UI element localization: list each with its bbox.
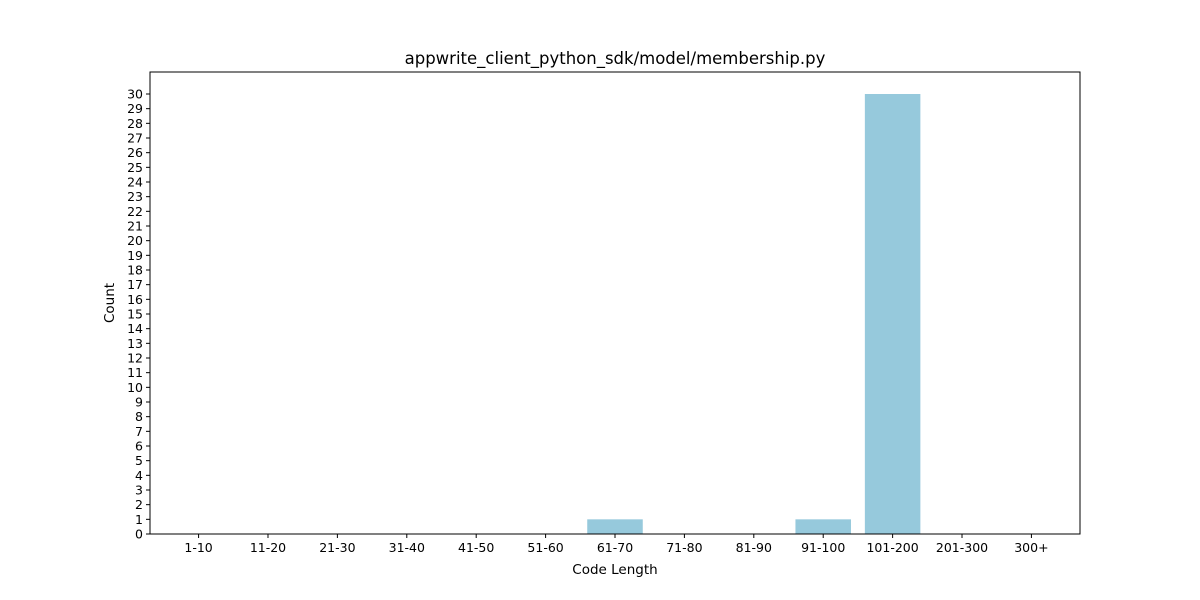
- x-tick-label: 61-70: [597, 540, 633, 555]
- y-axis-ticks: 0123456789101112131415161718192021222324…: [127, 87, 150, 542]
- x-tick-label: 1-10: [184, 540, 212, 555]
- y-tick-label: 14: [127, 321, 143, 336]
- y-tick-label: 16: [127, 292, 143, 307]
- x-tick-label: 101-200: [866, 540, 918, 555]
- bar-91-100: [795, 519, 851, 534]
- y-tick-label: 20: [127, 233, 143, 248]
- chart-title: appwrite_client_python_sdk/model/members…: [405, 49, 826, 69]
- y-tick-label: 30: [127, 87, 143, 102]
- y-tick-label: 3: [135, 483, 143, 498]
- y-axis-title: Count: [102, 283, 118, 323]
- y-tick-label: 4: [135, 468, 143, 483]
- y-tick-label: 24: [127, 175, 143, 190]
- y-tick-label: 15: [127, 307, 143, 322]
- x-tick-label: 201-300: [936, 540, 988, 555]
- y-tick-label: 6: [135, 439, 143, 454]
- y-tick-label: 21: [127, 219, 143, 234]
- x-tick-label: 11-20: [250, 540, 286, 555]
- y-tick-label: 11: [127, 365, 143, 380]
- x-tick-label: 91-100: [801, 540, 845, 555]
- y-tick-label: 19: [127, 248, 143, 263]
- y-tick-label: 12: [127, 351, 143, 366]
- y-tick-label: 9: [135, 395, 143, 410]
- x-tick-label: 300+: [1014, 540, 1048, 555]
- x-axis-title: Code Length: [572, 562, 657, 578]
- y-tick-label: 26: [127, 145, 143, 160]
- y-tick-label: 2: [135, 497, 143, 512]
- y-tick-label: 23: [127, 189, 143, 204]
- bar-61-70: [587, 519, 643, 534]
- x-tick-label: 51-60: [527, 540, 563, 555]
- y-tick-label: 28: [127, 116, 143, 131]
- y-tick-label: 5: [135, 453, 143, 468]
- x-tick-label: 31-40: [389, 540, 425, 555]
- y-tick-label: 0: [135, 527, 143, 542]
- y-tick-label: 18: [127, 263, 143, 278]
- y-tick-label: 13: [127, 336, 143, 351]
- y-tick-label: 27: [127, 131, 143, 146]
- bars-layer: [587, 94, 921, 534]
- y-tick-label: 22: [127, 204, 143, 219]
- y-tick-label: 17: [127, 277, 143, 292]
- bar-101-200: [864, 94, 921, 534]
- y-tick-label: 29: [127, 101, 143, 116]
- y-tick-label: 8: [135, 409, 143, 424]
- y-tick-label: 10: [127, 380, 143, 395]
- x-axis-ticks: 1-10 11-20 21-30 31-40 41-50 51-60 61-70 71-80 8…: [184, 534, 1049, 555]
- y-tick-label: 1: [135, 512, 143, 527]
- x-tick-label: 81-90: [736, 540, 772, 555]
- x-tick-label: 71-80: [666, 540, 702, 555]
- y-tick-label: 25: [127, 160, 143, 175]
- x-tick-label: 41-50: [458, 540, 494, 555]
- y-tick-label: 7: [135, 424, 143, 439]
- x-tick-label: 21-30: [319, 540, 355, 555]
